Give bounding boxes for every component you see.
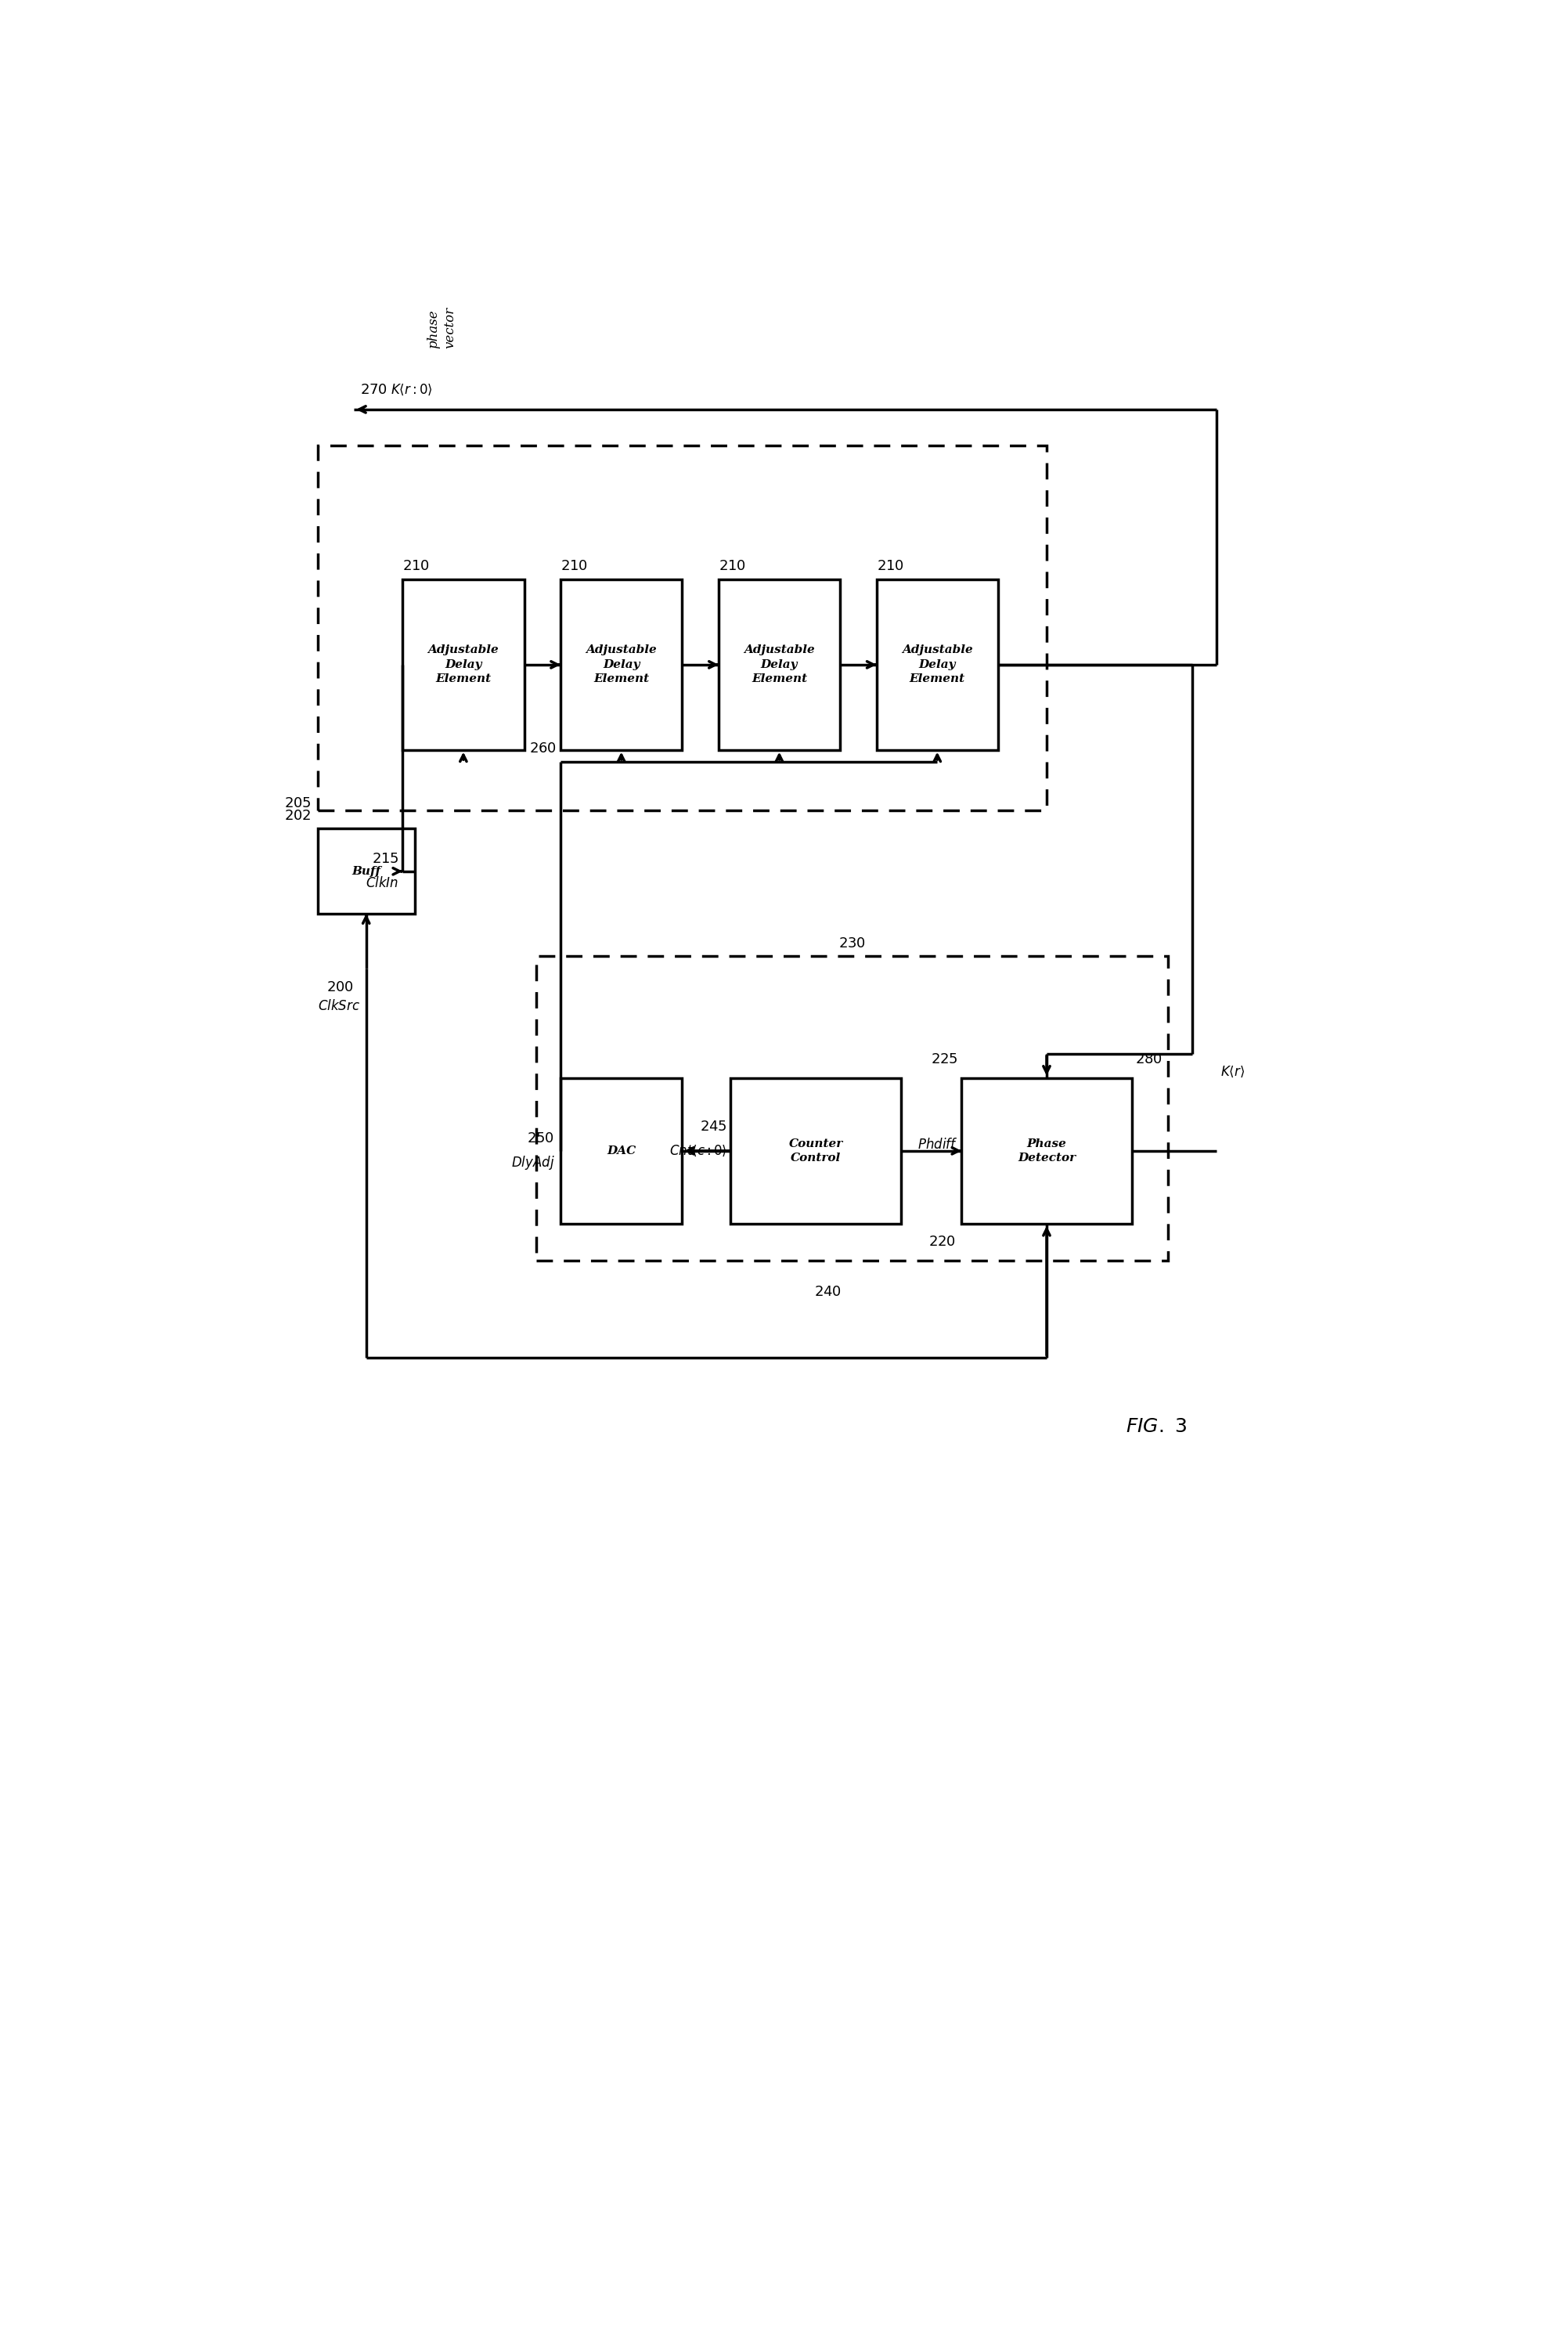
Text: $\mathit{225}$: $\mathit{225}$ — [931, 1052, 958, 1066]
Text: $\mathit{240}$: $\mathit{240}$ — [814, 1285, 842, 1298]
Text: $\mathit{280}$: $\mathit{280}$ — [1135, 1052, 1163, 1066]
Text: $\mathit{K\langle r\rangle}$: $\mathit{K\langle r\rangle}$ — [1220, 1066, 1245, 1080]
Text: $\mathit{202}$: $\mathit{202}$ — [284, 807, 312, 824]
Bar — [961, 1077, 1132, 1224]
Text: $\mathit{Cnt\langle c{:}0\rangle}$: $\mathit{Cnt\langle c{:}0\rangle}$ — [670, 1143, 728, 1159]
Text: $\mathit{210}$: $\mathit{210}$ — [403, 558, 430, 572]
Text: Phase
Detector: Phase Detector — [1018, 1138, 1076, 1164]
Text: $\mathit{200}$: $\mathit{200}$ — [326, 980, 354, 994]
Text: $\mathit{Phdiff}$: $\mathit{Phdiff}$ — [917, 1138, 958, 1152]
Text: $\mathit{210}$: $\mathit{210}$ — [877, 558, 903, 572]
Text: $\mathit{210}$: $\mathit{210}$ — [718, 558, 746, 572]
Bar — [731, 1077, 902, 1224]
Text: $\mathit{270}$: $\mathit{270}$ — [361, 384, 387, 398]
Bar — [877, 579, 999, 749]
Bar — [561, 1077, 682, 1224]
Bar — [317, 447, 1047, 810]
Bar — [317, 828, 414, 915]
Text: Adjustable
Delay
Element: Adjustable Delay Element — [743, 645, 815, 684]
Text: Counter
Control: Counter Control — [789, 1138, 844, 1164]
Text: Buff: Buff — [351, 866, 381, 877]
Text: DAC: DAC — [607, 1145, 637, 1157]
Text: Adjustable
Delay
Element: Adjustable Delay Element — [428, 645, 499, 684]
Text: $\mathit{220}$: $\mathit{220}$ — [928, 1236, 955, 1250]
Bar — [536, 956, 1168, 1261]
Bar — [561, 579, 682, 749]
Bar — [718, 579, 840, 749]
Bar — [403, 579, 524, 749]
Text: $\mathit{ClkIn}$: $\mathit{ClkIn}$ — [365, 877, 398, 891]
Text: $\mathit{205}$: $\mathit{205}$ — [284, 796, 312, 810]
Text: $\mathit{ClkSrc}$: $\mathit{ClkSrc}$ — [318, 998, 361, 1012]
Text: $\mathit{210}$: $\mathit{210}$ — [561, 558, 588, 572]
Text: $\mathit{230}$: $\mathit{230}$ — [839, 935, 866, 949]
Text: $\mathit{250}$: $\mathit{250}$ — [527, 1131, 555, 1145]
Text: $\mathit{FIG.\ 3}$: $\mathit{FIG.\ 3}$ — [1126, 1417, 1187, 1436]
Text: $\mathit{215}$: $\mathit{215}$ — [372, 852, 398, 866]
Text: $\mathit{K\langle r{:}0\rangle}$: $\mathit{K\langle r{:}0\rangle}$ — [390, 384, 433, 398]
Text: $\mathit{245}$: $\mathit{245}$ — [699, 1119, 728, 1133]
Text: $\mathit{DlyAdj}$: $\mathit{DlyAdj}$ — [511, 1154, 555, 1170]
Text: phase
vector: phase vector — [426, 307, 456, 349]
Text: Adjustable
Delay
Element: Adjustable Delay Element — [902, 645, 972, 684]
Text: Adjustable
Delay
Element: Adjustable Delay Element — [586, 645, 657, 684]
Text: $\mathit{260}$: $\mathit{260}$ — [530, 742, 557, 756]
